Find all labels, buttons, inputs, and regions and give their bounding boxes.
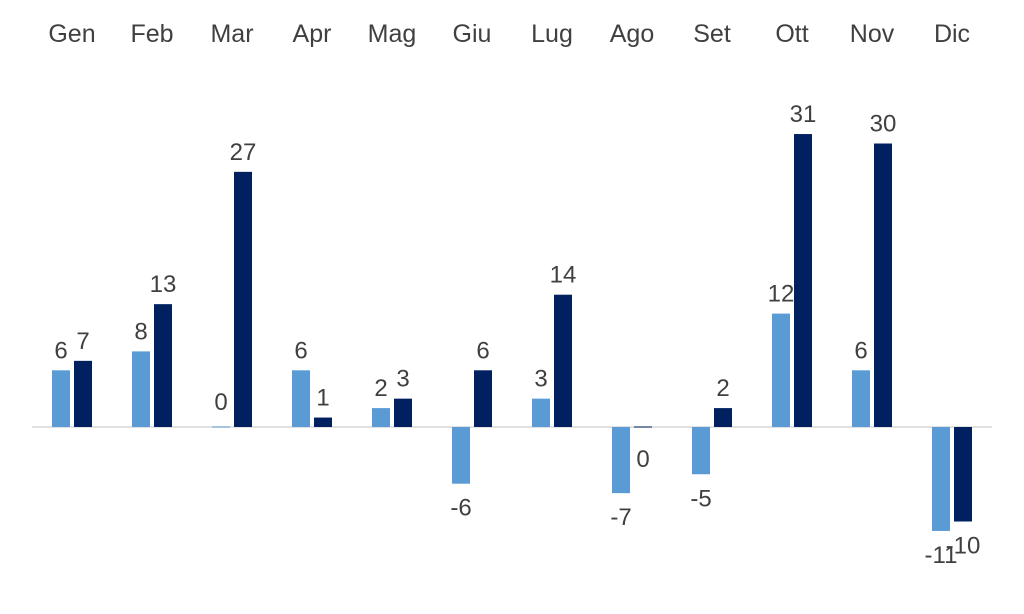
data-label-series1-apr: 6 xyxy=(294,337,307,364)
data-label-series1-gen: 6 xyxy=(54,337,67,364)
data-label-series1-nov: 6 xyxy=(854,337,867,364)
data-label-series2-mar: 27 xyxy=(230,139,257,166)
data-label-series2-gen: 7 xyxy=(76,328,89,355)
data-label-series2-set: 2 xyxy=(716,375,729,402)
data-label-series2-apr: 1 xyxy=(316,385,329,412)
data-label-series2-giu: 6 xyxy=(476,337,489,364)
month-label-apr: Apr xyxy=(293,20,332,48)
bar-series1-dic xyxy=(932,427,950,531)
bar-series2-ago xyxy=(634,426,652,428)
bar-series2-apr xyxy=(314,417,332,427)
bar-series1-giu xyxy=(452,427,470,484)
month-label-set: Set xyxy=(693,20,731,48)
bar-series1-set xyxy=(692,427,710,475)
month-label-nov: Nov xyxy=(850,20,895,48)
data-label-series2-ago: 0 xyxy=(636,446,649,473)
month-label-gen: Gen xyxy=(48,20,95,48)
data-label-series2-feb: 13 xyxy=(150,271,177,298)
month-label-ago: Ago xyxy=(610,20,654,48)
month-label-mar: Mar xyxy=(210,20,253,48)
bar-series2-set xyxy=(714,408,732,427)
bar-series2-ott xyxy=(794,134,812,428)
data-label-series1-ago: -7 xyxy=(610,504,631,531)
bar-series2-lug xyxy=(554,294,572,427)
bar-series2-gen xyxy=(74,360,92,427)
month-label-ott: Ott xyxy=(775,20,808,48)
data-label-series2-lug: 14 xyxy=(550,262,577,289)
bar-series1-gen xyxy=(52,370,70,427)
bar-series2-giu xyxy=(474,370,492,427)
data-label-series1-giu: -6 xyxy=(450,495,471,522)
month-label-lug: Lug xyxy=(531,20,573,48)
bar-series1-apr xyxy=(292,370,310,427)
data-label-series1-lug: 3 xyxy=(534,366,547,393)
bar-series2-mag xyxy=(394,398,412,427)
data-label-series1-set: -5 xyxy=(690,485,711,512)
bar-series1-nov xyxy=(852,370,870,427)
data-label-series1-dic: -11 xyxy=(925,542,958,569)
bar-series2-nov xyxy=(874,143,892,427)
data-label-series1-mag: 2 xyxy=(374,375,387,402)
bar-series2-mar xyxy=(234,171,252,427)
month-label-feb: Feb xyxy=(130,20,173,48)
month-label-dic: Dic xyxy=(934,20,970,48)
bar-series1-mag xyxy=(372,408,390,427)
bar-series1-ott xyxy=(772,313,790,427)
data-label-series1-mar: 0 xyxy=(214,389,227,416)
data-label-series2-dic: -10 xyxy=(946,533,981,560)
data-label-series2-mag: 3 xyxy=(396,366,409,393)
bar-series1-ago xyxy=(612,427,630,494)
bar-series1-feb xyxy=(132,351,150,427)
data-label-series2-ott: 31 xyxy=(790,101,817,128)
bar-series2-dic xyxy=(954,427,972,522)
bar-series1-lug xyxy=(532,398,550,427)
data-label-series2-nov: 30 xyxy=(870,111,897,138)
month-labels: Gen Feb Mar Apr Mag Giu Lug Ago Set Ott Nov Dic xyxy=(48,20,970,48)
data-label-series1-ott: 12 xyxy=(768,281,795,308)
bars xyxy=(52,134,972,531)
month-label-giu: Giu xyxy=(453,20,492,48)
bar-series1-mar xyxy=(212,426,230,428)
month-label-mag: Mag xyxy=(368,20,417,48)
data-label-series1-feb: 8 xyxy=(134,318,147,345)
bar-series2-feb xyxy=(154,304,172,427)
